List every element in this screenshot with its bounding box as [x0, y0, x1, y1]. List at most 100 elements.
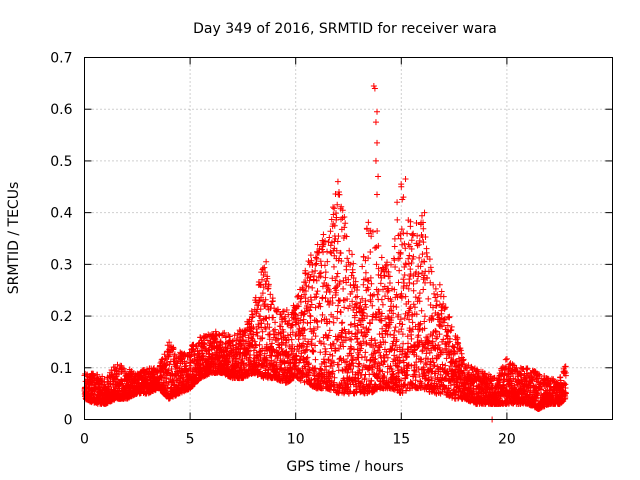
data-point — [399, 321, 406, 328]
data-point — [173, 376, 180, 383]
data-point — [337, 309, 344, 316]
data-point — [395, 279, 402, 286]
data-point — [322, 345, 329, 352]
data-point — [188, 383, 195, 390]
data-point — [408, 335, 415, 342]
data-point — [295, 336, 302, 343]
data-point — [173, 362, 180, 369]
data-point — [351, 346, 358, 353]
data-point — [414, 277, 421, 284]
data-point — [158, 356, 165, 363]
data-point — [350, 260, 357, 267]
data-point — [335, 302, 342, 309]
data-point — [217, 344, 224, 351]
data-point — [164, 342, 171, 349]
data-point — [326, 327, 333, 334]
data-point — [411, 304, 418, 311]
data-point — [391, 235, 398, 242]
data-point — [362, 349, 369, 356]
data-point — [334, 270, 341, 277]
data-point — [374, 291, 381, 298]
data-point — [420, 286, 427, 293]
data-point — [340, 285, 347, 292]
data-point — [238, 342, 245, 349]
data-point — [170, 345, 177, 352]
data-point — [368, 280, 375, 287]
data-point — [314, 288, 321, 295]
data-point — [428, 268, 435, 275]
data-point — [316, 300, 323, 307]
data-point — [378, 296, 385, 303]
data-point — [312, 304, 319, 311]
data-point — [416, 290, 423, 297]
data-point — [307, 313, 314, 320]
data-point — [229, 338, 236, 345]
data-point — [240, 337, 247, 344]
data-point — [237, 345, 244, 352]
data-point — [362, 269, 369, 276]
data-point — [231, 332, 238, 339]
data-point — [249, 313, 256, 320]
data-point — [392, 324, 399, 331]
data-point — [201, 341, 208, 348]
data-point — [166, 339, 173, 346]
data-point — [118, 377, 125, 384]
points-layer — [81, 82, 569, 423]
data-point — [180, 374, 187, 381]
data-point — [418, 307, 425, 314]
data-point — [322, 269, 329, 276]
data-point — [171, 351, 178, 358]
data-point — [374, 228, 381, 235]
data-point — [344, 255, 351, 262]
data-point — [171, 381, 178, 388]
data-point — [404, 230, 411, 237]
data-point — [360, 281, 367, 288]
data-point — [375, 306, 382, 313]
data-point — [346, 247, 353, 254]
data-point — [239, 356, 246, 363]
data-point — [206, 350, 213, 357]
data-point — [165, 367, 172, 374]
data-point — [322, 274, 329, 281]
data-point — [438, 288, 445, 295]
data-point — [415, 295, 422, 302]
data-point — [320, 231, 327, 238]
data-point — [379, 301, 386, 308]
data-point — [352, 301, 359, 308]
data-point — [410, 280, 417, 287]
data-point — [164, 381, 171, 388]
data-point — [406, 316, 413, 323]
data-point — [309, 284, 316, 291]
data-point — [326, 234, 333, 241]
data-point — [377, 280, 384, 287]
data-point — [349, 251, 356, 258]
data-point — [308, 301, 315, 308]
data-point — [440, 293, 447, 300]
data-point — [393, 304, 400, 311]
data-point — [312, 356, 319, 363]
data-point — [448, 323, 455, 330]
data-point — [195, 360, 202, 367]
data-point — [280, 308, 287, 315]
data-point — [333, 273, 340, 280]
data-point — [221, 329, 228, 336]
data-point — [307, 312, 314, 319]
data-point — [378, 254, 385, 261]
data-point — [405, 340, 412, 347]
data-point — [386, 280, 393, 287]
data-point — [406, 252, 413, 259]
data-point — [365, 219, 372, 226]
data-point — [436, 281, 443, 288]
data-point — [245, 348, 252, 355]
data-point — [348, 336, 355, 343]
data-point — [343, 266, 350, 273]
data-point — [339, 319, 346, 326]
data-point — [359, 263, 366, 270]
data-point — [312, 261, 319, 268]
data-point — [212, 336, 219, 343]
data-point — [502, 356, 509, 363]
data-point — [163, 375, 170, 382]
data-point — [386, 273, 393, 280]
data-point — [421, 313, 428, 320]
data-point — [409, 319, 416, 326]
